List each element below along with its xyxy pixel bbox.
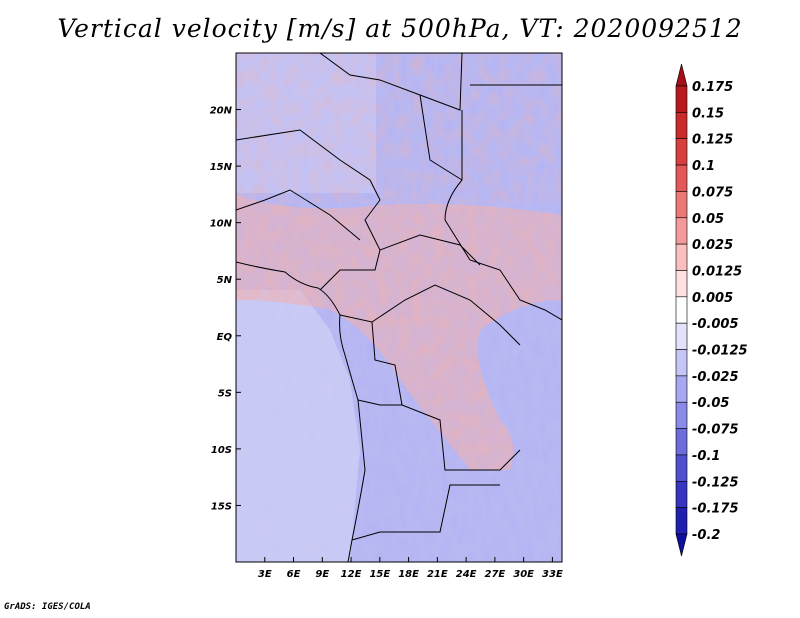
lon-tick-label: 33E xyxy=(542,569,563,580)
longitude-axis: 3E 6E 9E 12E 15E 18E 21E 24E 27E 30E 33E xyxy=(258,557,563,580)
colorbar-label: -0.125 xyxy=(692,475,739,490)
lon-tick-label: 21E xyxy=(427,569,448,580)
colorbar-label: 0.15 xyxy=(692,106,724,121)
lat-tick-label: 15N xyxy=(210,162,233,173)
colorbar-swatch xyxy=(675,164,688,192)
colorbar-swatch xyxy=(675,243,688,271)
lat-tick-label: 5N xyxy=(217,275,233,286)
grads-credit: GrADS: IGES/COLA xyxy=(4,602,91,612)
colorbar-label: 0.125 xyxy=(692,133,733,148)
lat-tick-label: 10S xyxy=(211,445,232,456)
colorbar-label: -0.0125 xyxy=(692,344,748,359)
lon-tick-label: 18E xyxy=(398,569,419,580)
colorbar-swatch xyxy=(675,349,688,377)
latitude-axis: 20N 15N 10N 5N EQ 5S 10S 15S xyxy=(210,106,241,512)
colorbar-min-arrow xyxy=(675,533,688,557)
lon-tick-label: 30E xyxy=(513,569,534,580)
colorbar-label: -0.2 xyxy=(692,528,720,543)
colorbar-swatch xyxy=(675,401,688,429)
lon-tick-label: 24E xyxy=(456,569,477,580)
colorbar-swatch xyxy=(675,112,688,140)
colorbar-label: 0.175 xyxy=(692,80,733,95)
colorbar-swatch xyxy=(675,428,688,456)
colorbar-swatch xyxy=(675,296,688,324)
lon-tick-label: 6E xyxy=(287,569,301,580)
colorbar-label: -0.175 xyxy=(692,502,739,517)
colorbar-swatch xyxy=(675,375,688,403)
colorbar-label: -0.05 xyxy=(692,396,729,411)
lon-tick-label: 15E xyxy=(369,569,390,580)
lat-tick-label: EQ xyxy=(217,332,233,343)
colorbar-swatch xyxy=(675,454,688,482)
lat-tick-label: 5S xyxy=(218,388,232,399)
colorbar-label: 0.005 xyxy=(692,291,733,306)
colorbar-swatch xyxy=(675,480,688,508)
colorbar-label: -0.025 xyxy=(692,370,739,385)
colorbar-label: -0.075 xyxy=(692,423,739,438)
colorbar-label: 0.075 xyxy=(692,185,733,200)
colorbar-swatch xyxy=(675,217,688,245)
colorbar: 0.175 0.15 0.125 0.1 0.075 0.05 0.025 0.0125 0.0… xyxy=(675,63,748,557)
lat-tick-label: 10N xyxy=(210,219,233,230)
lat-tick-label: 20N xyxy=(210,106,233,117)
velocity-field xyxy=(236,53,562,562)
lon-tick-label: 27E xyxy=(485,569,506,580)
chart-title: Vertical velocity [m/s] at 500hPa, VT: 2… xyxy=(57,14,743,43)
colorbar-label: -0.1 xyxy=(692,449,720,464)
lon-tick-label: 12E xyxy=(341,569,362,580)
colorbar-label: 0.0125 xyxy=(692,264,742,279)
lon-tick-label: 9E xyxy=(315,569,329,580)
colorbar-label: 0.025 xyxy=(692,238,733,253)
colorbar-swatch xyxy=(675,322,688,350)
lat-tick-label: 15S xyxy=(211,501,232,512)
colorbar-swatch xyxy=(675,270,688,298)
colorbar-label: 0.05 xyxy=(692,212,724,227)
colorbar-label: 0.1 xyxy=(692,159,715,174)
colorbar-swatch xyxy=(675,138,688,166)
colorbar-max-arrow xyxy=(675,63,688,87)
colorbar-label: -0.005 xyxy=(692,317,739,332)
colorbar-swatch xyxy=(675,85,688,113)
colorbar-swatch xyxy=(675,507,688,535)
lon-tick-label: 3E xyxy=(258,569,272,580)
colorbar-swatch xyxy=(675,191,688,219)
map-frame xyxy=(235,52,563,563)
